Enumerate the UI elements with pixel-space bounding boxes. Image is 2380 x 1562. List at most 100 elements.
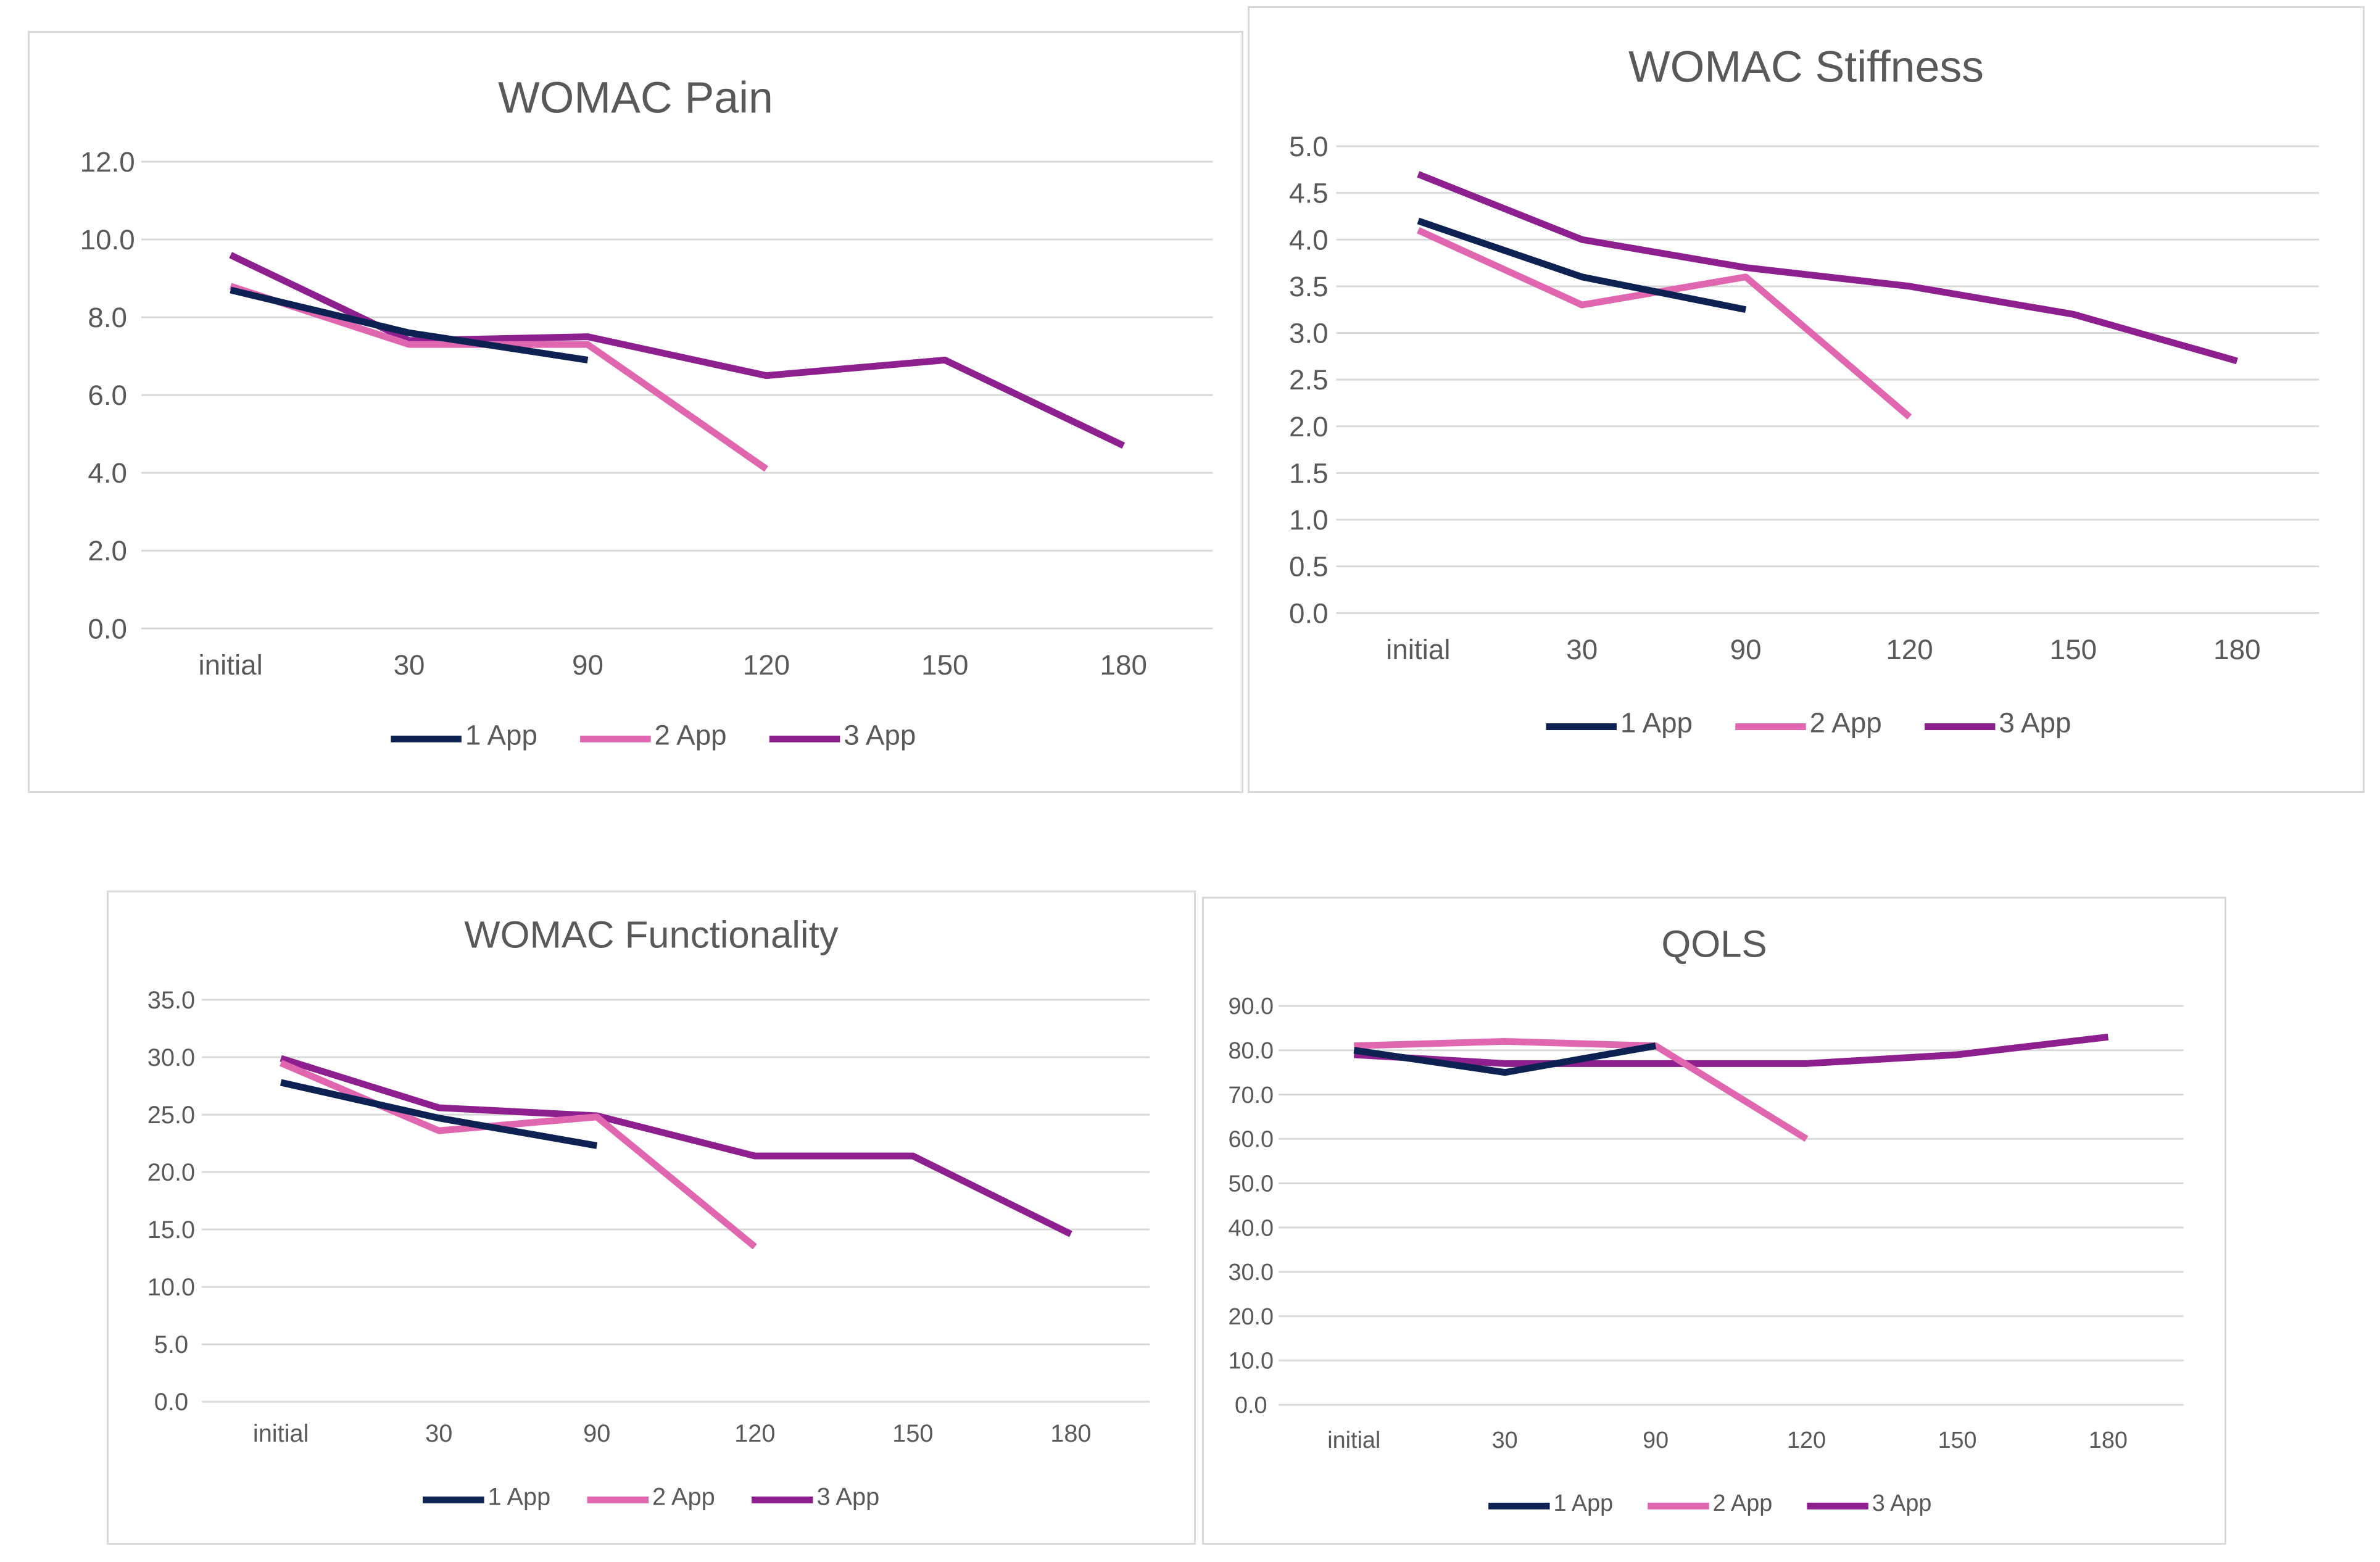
x-tick-label: 30 <box>394 649 425 681</box>
series-line-1-app <box>280 1079 598 1149</box>
x-tick-label: 150 <box>921 649 968 681</box>
series-line-3-app <box>1417 171 2238 365</box>
y-tick-label: 12.0 <box>80 146 135 178</box>
series-line-1-app <box>1417 217 1747 314</box>
series-line-2-app <box>229 283 769 472</box>
legend-label: 3 App <box>816 1483 879 1510</box>
series-line-1-app <box>1353 1042 1657 1076</box>
legend-label: 2 App <box>1713 1490 1773 1516</box>
legend-item-3-app: 3 App <box>769 720 916 751</box>
womac-pain-chart: WOMAC Pain 0.0 2.0 4.0 6.0 8.0 10.0 12.0 initial… <box>28 31 1243 793</box>
womac-pain-plot: WOMAC Pain 0.0 2.0 4.0 6.0 8.0 10.0 12.0 initial… <box>80 73 1213 751</box>
y-tick-label: 4.5 <box>1289 178 1329 209</box>
series-line-3-app <box>1353 1033 2109 1067</box>
womac-functionality-chart: WOMAC Functionality 0.0 5.0 10.0 15.0 20.0 25.… <box>107 891 1196 1545</box>
y-tick-label: 60.0 <box>1229 1127 1274 1153</box>
legend-label: 2 App <box>1810 707 1882 739</box>
x-tick-label: 90 <box>583 1420 610 1447</box>
y-tick-label: 50.0 <box>1229 1171 1274 1197</box>
legend-item-1-app: 1 App <box>391 720 537 751</box>
womac-functionality-plot: WOMAC Functionality 0.0 5.0 10.0 15.0 20.0 25.… <box>147 913 1150 1510</box>
y-tick-label: 4.0 <box>1289 224 1329 255</box>
legend-item-2-app: 2 App <box>580 720 727 751</box>
womac-stiffness-chart: WOMAC Stiffness 0.0 0.5 1.0 1.5 2.0 2.5 3.0 3.5 4… <box>1248 6 2365 793</box>
y-tick-label: 20.0 <box>1229 1304 1274 1330</box>
womac-stiffness-plot: WOMAC Stiffness 0.0 0.5 1.0 1.5 2.0 2.5 3.0 3.5 4… <box>1289 42 2320 739</box>
y-tick-label: 0.0 <box>1289 597 1329 629</box>
y-tick-label: 3.0 <box>1289 318 1329 349</box>
y-tick-label: 1.0 <box>1289 504 1329 536</box>
y-tick-label: 15.0 <box>147 1216 195 1244</box>
legend-label: 2 App <box>655 720 727 751</box>
x-tick-label: 120 <box>1886 634 1933 665</box>
x-tick-label: 90 <box>1730 634 1762 665</box>
legend-item-3-app: 3 App <box>1807 1490 1931 1516</box>
x-tick-label: 150 <box>892 1420 933 1447</box>
legend-label: 1 App <box>1553 1490 1613 1516</box>
legend-item-1-app: 1 App <box>1488 1490 1613 1516</box>
chart-title: QOLS <box>1661 923 1767 965</box>
legend-item-3-app: 3 App <box>1924 707 2071 739</box>
qols-plot: QOLS 0.0 10.0 20.0 30.0 40.0 50.0 60.0 70.0 80.0 9… <box>1229 923 2184 1516</box>
x-tick-label: 30 <box>1492 1427 1518 1453</box>
qols-chart: QOLS 0.0 10.0 20.0 30.0 40.0 50.0 60.0 70.0 80.0 9… <box>1202 897 2226 1545</box>
x-tick-label: 150 <box>2050 634 2097 665</box>
series-line-1-app <box>230 286 589 363</box>
x-tick-label: 180 <box>1050 1420 1091 1447</box>
y-tick-label: 0.0 <box>1235 1393 1267 1419</box>
x-tick-label: 180 <box>2213 634 2260 665</box>
x-tick-label: 90 <box>572 649 603 681</box>
y-tick-label: 2.5 <box>1289 364 1329 396</box>
series-line-2-app <box>280 1060 757 1250</box>
legend-label: 3 App <box>844 720 916 751</box>
y-tick-label: 2.0 <box>88 535 127 567</box>
legend-label: 1 App <box>465 720 537 751</box>
y-tick-label: 80.0 <box>1229 1038 1274 1064</box>
x-tick-label: initial <box>198 649 262 681</box>
y-tick-label: 0.0 <box>88 613 127 644</box>
x-tick-label: 180 <box>2089 1427 2128 1453</box>
series-line-3-app <box>229 252 1126 449</box>
x-tick-label: 120 <box>1787 1427 1826 1453</box>
y-tick-label: 8.0 <box>88 302 127 333</box>
y-tick-label: 10.0 <box>1229 1348 1274 1374</box>
legend-label: 3 App <box>1872 1490 1932 1516</box>
x-tick-label: initial <box>1386 634 1450 665</box>
y-tick-label: 10.0 <box>147 1274 195 1301</box>
x-tick-label: 180 <box>1100 649 1147 681</box>
y-tick-label: 35.0 <box>147 987 195 1014</box>
legend-label: 1 App <box>1620 707 1693 739</box>
y-tick-label: 40.0 <box>1229 1215 1274 1241</box>
y-tick-label: 0.5 <box>1289 551 1329 583</box>
y-tick-label: 10.0 <box>80 224 135 255</box>
y-tick-label: 3.5 <box>1289 271 1329 302</box>
legend-item-2-app: 2 App <box>1735 707 1882 739</box>
chart-title: WOMAC Stiffness <box>1628 42 1984 91</box>
y-tick-label: 4.0 <box>88 457 127 489</box>
legend-label: 1 App <box>488 1483 551 1510</box>
x-tick-label: 30 <box>1566 634 1598 665</box>
y-tick-label: 70.0 <box>1229 1082 1274 1108</box>
x-tick-label: 90 <box>1643 1427 1669 1453</box>
y-tick-label: 30.0 <box>147 1044 195 1071</box>
y-tick-label: 2.0 <box>1289 411 1329 442</box>
y-tick-label: 30.0 <box>1229 1260 1274 1286</box>
legend-item-2-app: 2 App <box>1648 1490 1772 1516</box>
legend-label: 3 App <box>1999 707 2071 739</box>
chart-title: WOMAC Pain <box>498 73 773 122</box>
chart-title: WOMAC Functionality <box>464 913 838 956</box>
series-line-3-app <box>280 1055 1072 1237</box>
x-tick-label: 30 <box>425 1420 452 1447</box>
x-tick-label: 120 <box>734 1420 775 1447</box>
x-tick-label: initial <box>1327 1427 1380 1453</box>
legend-item-2-app: 2 App <box>587 1483 715 1510</box>
y-tick-label: 1.5 <box>1289 457 1329 489</box>
x-tick-label: 120 <box>743 649 790 681</box>
legend-item-1-app: 1 App <box>1546 707 1693 739</box>
x-tick-label: initial <box>253 1420 309 1447</box>
y-tick-label: 5.0 <box>154 1331 188 1358</box>
y-tick-label: 25.0 <box>147 1102 195 1129</box>
legend-item-1-app: 1 App <box>423 1483 550 1510</box>
y-tick-label: 6.0 <box>88 380 127 411</box>
legend-label: 2 App <box>652 1483 715 1510</box>
